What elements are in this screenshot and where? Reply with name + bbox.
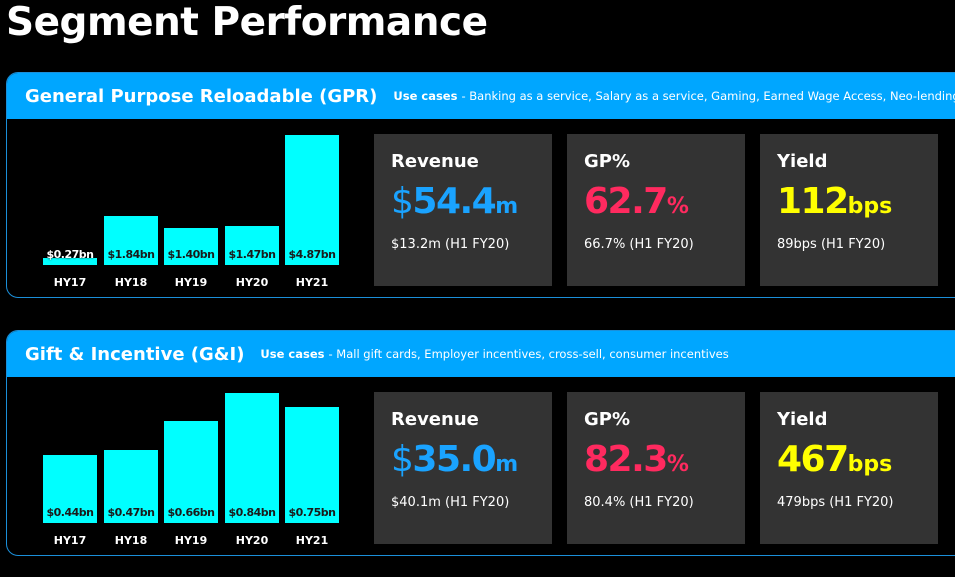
segment-panel: Gift & Incentive (G&I) Use cases - Mall … — [6, 330, 955, 556]
kpi-comparison: 479bps (H1 FY20) — [777, 495, 894, 510]
bar-data-label: $1.40bn — [167, 248, 216, 261]
bar — [164, 420, 218, 523]
bar-data-label: $0.84bn — [228, 506, 277, 519]
bar-data-label: $4.87bn — [288, 248, 337, 261]
bar — [43, 257, 97, 265]
segment-header: General Purpose Reloadable (GPR) Use cas… — [7, 73, 955, 119]
bar-chart: $0.44bn HY17 $0.47bn HY18 $0.66bn HY19 $0.84bn… — [7, 377, 367, 555]
kpi-card-gp-pct: GP% 62.7% 66.7% (H1 FY20) — [567, 134, 745, 286]
bar — [43, 454, 97, 523]
kpi-label: Yield — [777, 409, 828, 430]
kpi-comparison: 89bps (H1 FY20) — [777, 237, 886, 252]
bar-data-label: $0.27bn — [46, 248, 95, 261]
bar — [285, 406, 339, 523]
kpi-label: Revenue — [391, 151, 479, 172]
bar-data-label: $0.66bn — [167, 506, 216, 519]
segment-name: Gift & Incentive (G&I) — [25, 343, 245, 365]
kpi-comparison: 80.4% (H1 FY20) — [584, 495, 694, 510]
x-tick-label: HY19 — [174, 276, 208, 289]
bar-data-label: $1.84bn — [107, 248, 156, 261]
segment-header: Gift & Incentive (G&I) Use cases - Mall … — [7, 331, 955, 377]
kpi-comparison: 66.7% (H1 FY20) — [584, 237, 694, 252]
kpi-label: GP% — [584, 409, 631, 430]
bar-data-label: $0.75bn — [288, 506, 337, 519]
x-tick-label: HY18 — [114, 534, 148, 547]
x-tick-label: HY18 — [114, 276, 148, 289]
kpi-label: Yield — [777, 151, 828, 172]
bar — [225, 393, 279, 523]
kpi-comparison: $40.1m (H1 FY20) — [391, 495, 510, 510]
kpi-comparison: $13.2m (H1 FY20) — [391, 237, 510, 252]
kpi-card-yield: Yield 112bps 89bps (H1 FY20) — [760, 134, 938, 286]
bar-chart: $0.27bn HY17 $1.84bn HY18 $1.40bn HY19 $1.47bn… — [7, 119, 367, 297]
kpi-value: 467bps — [777, 439, 893, 480]
x-tick-label: HY17 — [53, 534, 87, 547]
kpi-value: 62.7% — [584, 181, 689, 222]
x-tick-label: HY17 — [53, 276, 87, 289]
use-cases-text: - Banking as a service, Salary as a serv… — [461, 89, 955, 103]
use-cases-label: Use cases — [393, 89, 458, 103]
kpi-card-revenue: Revenue $35.0m $40.1m (H1 FY20) — [374, 392, 552, 544]
use-cases-text: - Mall gift cards, Employer incentives, … — [328, 347, 729, 361]
bar-data-label: $0.44bn — [46, 506, 95, 519]
bar-data-label: $1.47bn — [228, 248, 277, 261]
bar — [225, 225, 279, 265]
segment-panel: General Purpose Reloadable (GPR) Use cas… — [6, 72, 955, 298]
bar — [104, 215, 158, 265]
kpi-card-yield: Yield 467bps 479bps (H1 FY20) — [760, 392, 938, 544]
kpi-value: 112bps — [777, 181, 893, 222]
bar — [104, 450, 158, 523]
kpi-value: 82.3% — [584, 439, 689, 480]
kpi-value: $35.0m — [391, 439, 519, 480]
kpi-label: GP% — [584, 151, 631, 172]
x-tick-label: HY21 — [295, 534, 329, 547]
x-tick-label: HY21 — [295, 276, 329, 289]
kpi-value: $54.4m — [391, 181, 519, 222]
use-cases-label: Use cases — [260, 347, 325, 361]
page-title: Segment Performance — [6, 0, 488, 45]
kpi-label: Revenue — [391, 409, 479, 430]
bar — [164, 227, 218, 265]
x-tick-label: HY19 — [174, 534, 208, 547]
x-tick-label: HY20 — [235, 534, 269, 547]
bar — [285, 135, 339, 265]
x-tick-label: HY20 — [235, 276, 269, 289]
kpi-card-revenue: Revenue $54.4m $13.2m (H1 FY20) — [374, 134, 552, 286]
kpi-card-gp-pct: GP% 82.3% 80.4% (H1 FY20) — [567, 392, 745, 544]
segment-name: General Purpose Reloadable (GPR) — [25, 85, 378, 107]
bar-data-label: $0.47bn — [107, 506, 156, 519]
